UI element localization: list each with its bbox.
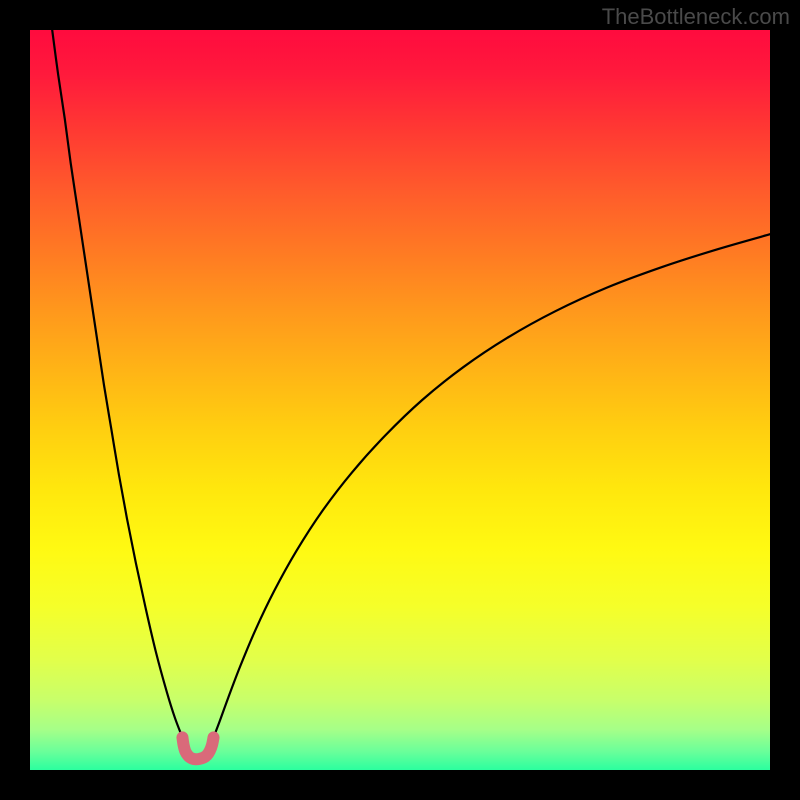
gradient-background (30, 30, 770, 770)
bottleneck-chart (30, 30, 770, 770)
watermark-text: TheBottleneck.com (602, 4, 790, 30)
chart-svg (30, 30, 770, 770)
